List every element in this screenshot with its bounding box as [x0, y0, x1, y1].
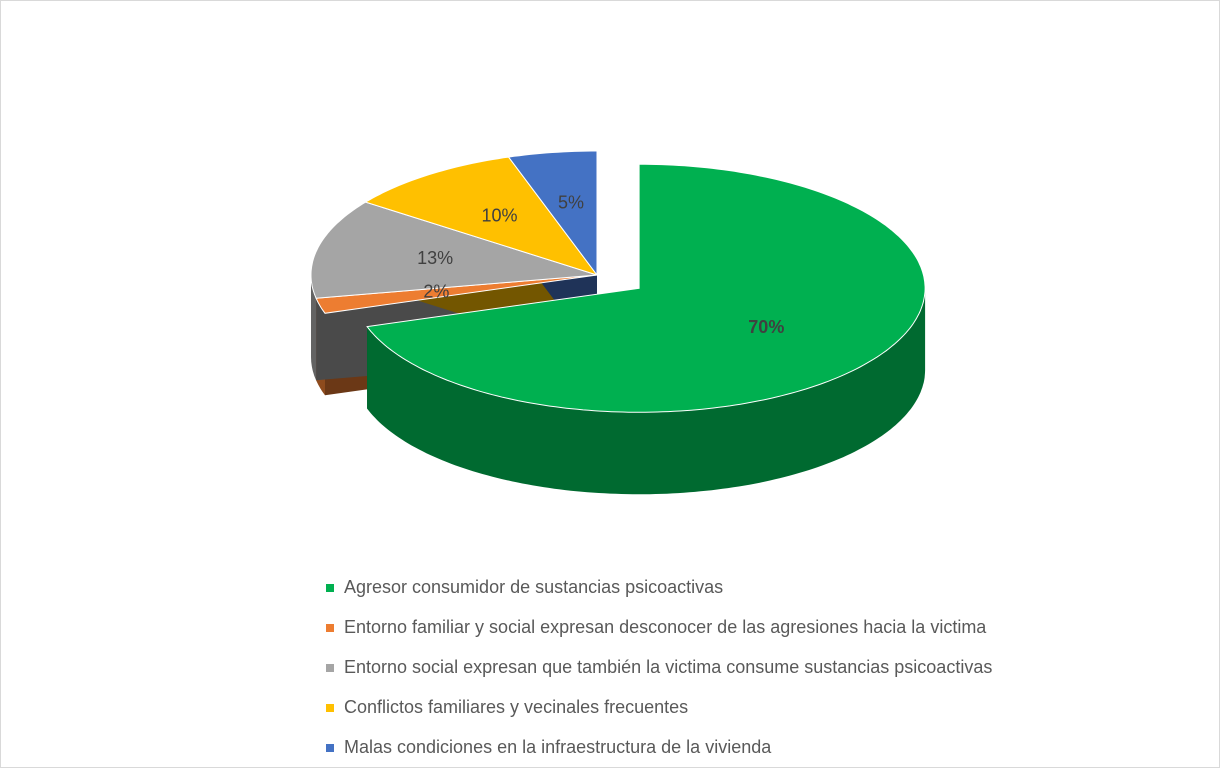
data-label: 10% — [481, 206, 517, 226]
data-label: 13% — [417, 248, 453, 268]
pie-slice — [310, 201, 598, 299]
legend-label: Entorno social expresan que también la v… — [344, 657, 992, 677]
legend-swatch — [326, 664, 334, 672]
slice-wall — [311, 275, 317, 381]
data-label: 5% — [558, 193, 584, 213]
data-label: 70% — [748, 317, 784, 337]
legend-swatch — [326, 584, 334, 592]
legend-label: Agresor consumidor de sustancias psicoac… — [344, 577, 723, 597]
legend-label: Malas condiciones en la infraestructura … — [344, 737, 772, 757]
pie-slice — [507, 150, 598, 277]
pie-slice — [315, 274, 598, 314]
legend-label: Entorno familiar y social expresan desco… — [344, 617, 987, 637]
legend-swatch — [326, 704, 334, 712]
legend-label: Conflictos familiares y vecinales frecue… — [344, 697, 688, 717]
data-label: 2% — [423, 282, 449, 302]
legend-swatch — [326, 624, 334, 632]
pie-slice — [364, 156, 599, 276]
slice-wall — [367, 288, 926, 495]
pie-slice — [366, 163, 926, 413]
legend-swatch — [326, 744, 334, 752]
